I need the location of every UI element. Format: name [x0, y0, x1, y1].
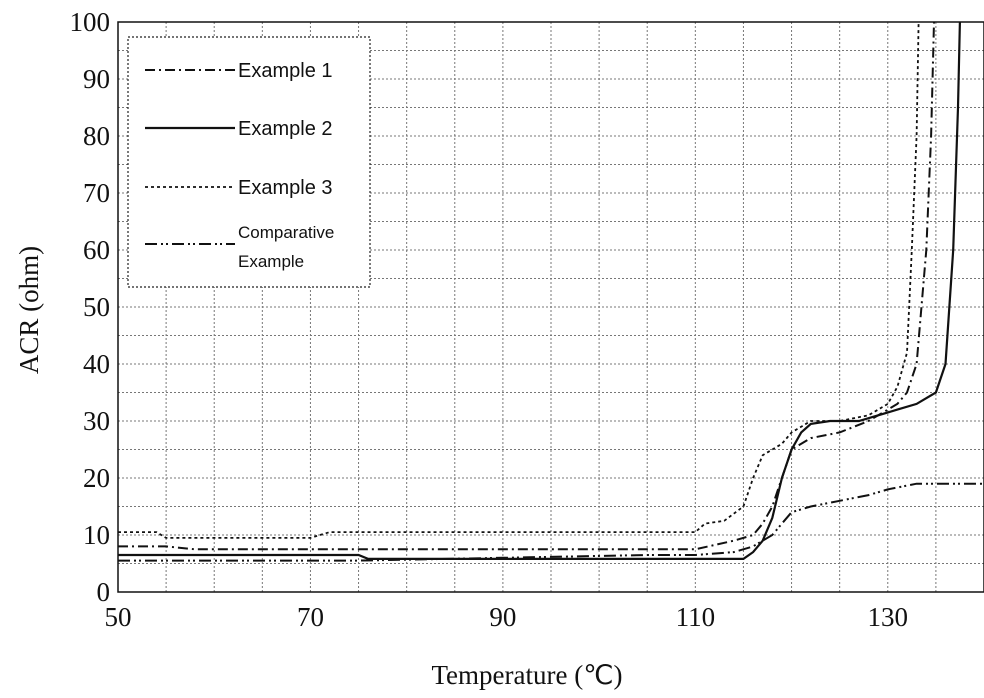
y-tick-label: 60	[83, 235, 110, 265]
x-axis-title: Temperature (℃)	[431, 660, 622, 690]
legend-label: Example 2	[238, 118, 333, 140]
x-tick-label: 130	[868, 602, 909, 632]
x-tick-label: 90	[489, 602, 516, 632]
y-tick-label: 30	[83, 406, 110, 436]
y-tick-label: 80	[83, 121, 110, 151]
y-tick-label: 70	[83, 178, 110, 208]
y-tick-label: 90	[83, 64, 110, 94]
legend-label: Example 3	[238, 177, 333, 199]
y-tick-label: 0	[97, 577, 111, 607]
y-axis-title: ACR (ohm)	[14, 246, 44, 374]
y-tick-label: 50	[83, 292, 110, 322]
y-tick-label: 40	[83, 349, 110, 379]
legend-label: Example	[238, 252, 304, 271]
legend-label: Example 1	[238, 60, 333, 82]
y-tick-label: 10	[83, 520, 110, 550]
legend: Example 1 Example 2 Example 3 Comparative Ex…	[128, 37, 370, 287]
legend-label: Comparative	[238, 223, 334, 242]
y-tick-label: 100	[70, 7, 111, 37]
y-tick-label: 20	[83, 463, 110, 493]
x-tick-label: 110	[676, 602, 716, 632]
x-tick-label: 70	[297, 602, 324, 632]
